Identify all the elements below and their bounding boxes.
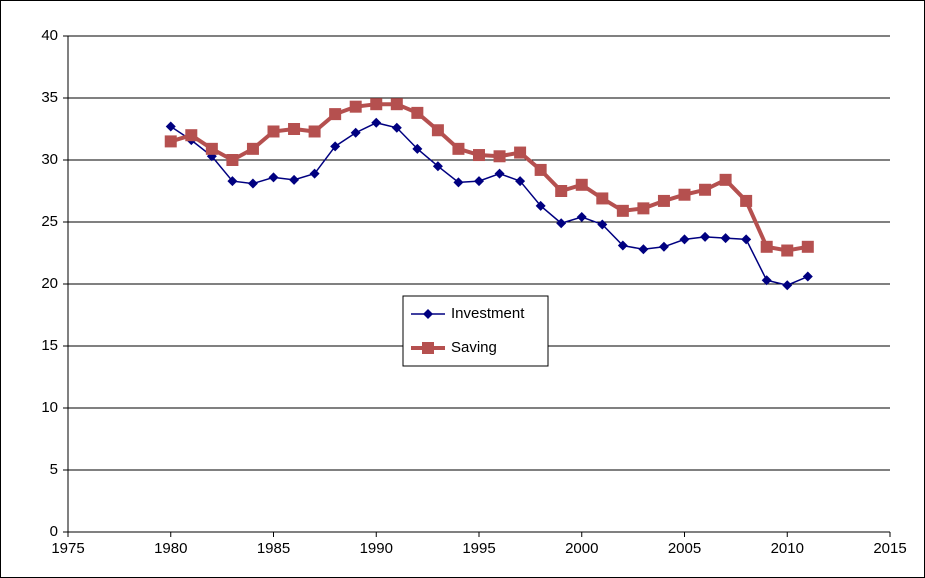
y-tick-label: 40 xyxy=(41,27,58,44)
y-tick-label: 20 xyxy=(41,275,58,292)
legend-marker xyxy=(423,309,433,319)
marker xyxy=(597,219,608,230)
marker xyxy=(371,117,382,128)
y-tick-label: 15 xyxy=(41,337,58,354)
marker xyxy=(658,241,669,252)
marker xyxy=(185,129,198,142)
marker xyxy=(534,163,547,176)
marker xyxy=(782,280,793,291)
marker xyxy=(390,98,403,111)
marker xyxy=(657,194,670,207)
legend-box xyxy=(402,295,549,367)
marker xyxy=(637,202,650,215)
marker xyxy=(308,125,321,138)
x-tick-label: 2010 xyxy=(771,540,804,557)
x-tick-label: 1975 xyxy=(51,540,84,557)
marker xyxy=(268,172,279,183)
x-tick-label: 2015 xyxy=(873,540,906,557)
marker xyxy=(330,141,341,152)
marker xyxy=(699,183,712,196)
y-tick-label: 30 xyxy=(41,151,58,168)
marker xyxy=(638,244,649,255)
marker xyxy=(515,176,526,187)
x-tick-label: 1980 xyxy=(154,540,187,557)
marker xyxy=(741,234,752,245)
y-tick-label: 10 xyxy=(41,399,58,416)
marker xyxy=(740,194,753,207)
marker xyxy=(289,174,300,185)
marker xyxy=(802,271,813,282)
marker xyxy=(596,192,609,205)
marker xyxy=(474,176,484,187)
x-tick-label: 1995 xyxy=(462,540,495,557)
marker xyxy=(617,240,628,251)
marker xyxy=(205,142,218,155)
marker xyxy=(227,176,238,187)
x-tick-label: 1985 xyxy=(257,540,290,557)
marker xyxy=(616,204,629,217)
marker xyxy=(761,275,772,286)
marker xyxy=(535,200,546,211)
marker xyxy=(350,127,361,138)
marker xyxy=(555,185,568,197)
marker xyxy=(431,124,444,137)
marker xyxy=(246,142,259,155)
marker xyxy=(267,125,280,138)
marker xyxy=(801,240,814,253)
marker xyxy=(494,168,505,179)
marker xyxy=(760,240,773,253)
legend-label: Saving xyxy=(451,339,497,356)
marker xyxy=(164,135,177,148)
x-tick-label: 2000 xyxy=(565,540,598,557)
marker xyxy=(349,100,362,113)
marker xyxy=(700,231,711,242)
marker xyxy=(453,177,464,188)
marker xyxy=(678,188,691,201)
marker xyxy=(309,168,320,179)
legend-marker xyxy=(422,342,434,354)
marker xyxy=(493,150,506,163)
marker xyxy=(370,98,383,111)
marker xyxy=(411,106,424,119)
legend-label: Investment xyxy=(451,305,525,322)
x-tick-label: 2005 xyxy=(668,540,701,557)
marker xyxy=(391,122,402,133)
marker xyxy=(781,244,794,257)
marker xyxy=(165,121,176,132)
y-tick-label: 5 xyxy=(50,461,58,478)
marker xyxy=(575,178,588,191)
marker xyxy=(473,149,485,162)
marker xyxy=(576,212,587,223)
marker xyxy=(719,173,732,186)
marker xyxy=(329,108,342,121)
marker xyxy=(412,143,423,154)
marker xyxy=(432,161,443,172)
x-tick-label: 1990 xyxy=(360,540,393,557)
marker xyxy=(452,142,465,155)
y-tick-label: 35 xyxy=(41,89,58,106)
marker xyxy=(247,178,258,189)
marker xyxy=(288,123,301,135)
marker xyxy=(226,154,239,166)
marker xyxy=(556,218,567,229)
marker xyxy=(679,234,690,245)
marker xyxy=(720,233,731,244)
y-tick-label: 0 xyxy=(50,523,58,540)
marker xyxy=(514,146,527,159)
y-tick-label: 25 xyxy=(41,213,58,230)
